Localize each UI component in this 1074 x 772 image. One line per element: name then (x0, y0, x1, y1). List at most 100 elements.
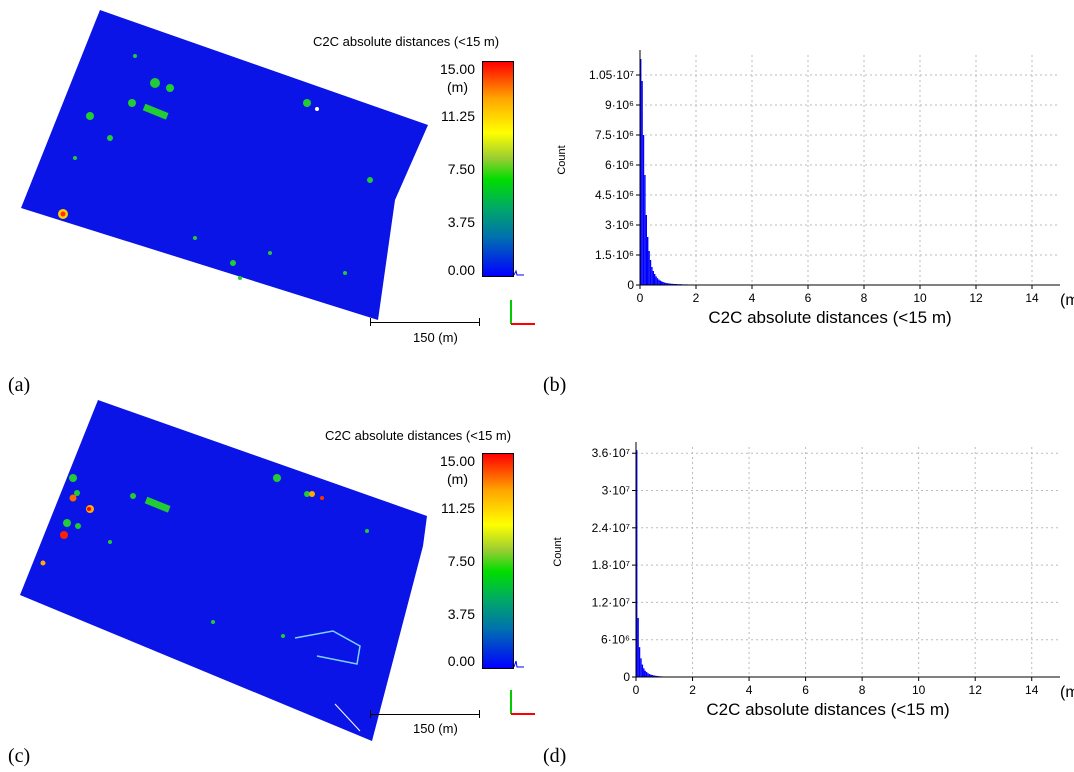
axis-gizmo-c (510, 690, 535, 715)
y-tick-label: 0 (627, 278, 634, 292)
x-tick-label: 2 (689, 683, 696, 697)
histogram-d: 0 2 4 6 8 10 12 14 0 6·10⁶ 1.2·10⁷ 1.8·10⁷ 2.4·10⁷ 3·… (552, 442, 1074, 719)
histogram-bar (652, 675, 655, 677)
colorbar-unit-c: (m) (447, 471, 468, 487)
colorbar-tick-c-3: 3.75 (447, 606, 475, 622)
histogram-bar (654, 675, 656, 677)
x-tick-label: 10 (912, 683, 926, 697)
histogram-bar (645, 215, 647, 285)
histogram-bar (656, 278, 659, 285)
x-axis-label: C2C absolute distances (<15 m) (706, 700, 949, 719)
histogram-bar (651, 267, 653, 285)
histogram-bar (647, 673, 649, 677)
histogram-bar (666, 283, 669, 285)
histogram-bar (642, 135, 645, 285)
colorbar-histogram-a (514, 269, 524, 276)
cloud-green-spots (63, 474, 369, 638)
colorbar-tick-a-2: 7.50 (447, 161, 475, 177)
colorbar-c (482, 453, 514, 669)
y-tick-label: 2.4·10⁷ (592, 521, 630, 535)
histogram-bar (636, 450, 638, 677)
x-tick-label: 12 (969, 683, 983, 697)
x-tick-label: 10 (913, 291, 927, 305)
panel-label-c: (c) (8, 745, 31, 767)
x-tick-label: 12 (969, 291, 983, 305)
histogram-bar (651, 675, 653, 677)
y-tick-label: 6·10⁶ (601, 633, 630, 647)
histogram-bar (638, 647, 641, 677)
histogram-bar (670, 283, 674, 285)
cloud-hotspot (69, 494, 77, 502)
histogram-bar (640, 658, 642, 677)
colorbar-histogram-c (514, 660, 524, 668)
histogram-bar (659, 280, 661, 285)
histogram-bar (647, 237, 649, 285)
histogram-bar (637, 617, 639, 677)
y-tick-label: 1.05·10⁷ (589, 68, 634, 82)
histogram-bar (641, 664, 644, 677)
histogram-b: 0 2 4 6 8 10 12 14 0 1.5·10⁶ 3·10⁶ 4.5·10⁶ 6·10⁶ 7.5·… (556, 50, 1074, 327)
x-tick-label: 4 (749, 291, 756, 305)
colorbar-title-c: C2C absolute distances (<15 m) (325, 428, 512, 443)
x-tick-label: 4 (746, 683, 753, 697)
y-tick-label: 3·10⁷ (602, 484, 630, 498)
x-axis-label: C2C absolute distances (<15 m) (708, 308, 951, 327)
panel-label-b: (b) (543, 374, 567, 396)
colorbar-a (482, 61, 514, 277)
scale-label-a: 150 (m) (413, 330, 458, 345)
histogram-bar (663, 282, 666, 285)
y-tick-label: 4.5·10⁶ (595, 188, 634, 202)
y-tick-label: 9·10⁶ (605, 98, 634, 112)
panel-label-a: (a) (8, 374, 31, 396)
point-cloud-shape (21, 10, 428, 320)
colorbar-tick-c-0: 15.00 (439, 453, 475, 469)
point-cloud-shape (20, 400, 427, 741)
histogram-bar (652, 271, 654, 285)
axis-gizmo-a (510, 300, 535, 325)
y-axis-label: Count (552, 537, 564, 566)
scale-bar-c (370, 714, 480, 715)
histogram-bar (661, 281, 663, 285)
histogram-bar (645, 672, 648, 677)
x-tick-label: 8 (861, 291, 868, 305)
x-tick-label: 0 (633, 683, 640, 697)
y-tick-label: 6·10⁶ (605, 158, 634, 172)
colorbar-title-a: C2C absolute distances (<15 m) (313, 34, 500, 49)
x-tick-label: 14 (1025, 683, 1039, 697)
histogram-bar (644, 670, 646, 677)
x-tick-label: 0 (637, 291, 644, 305)
panel-label-d: (d) (543, 745, 567, 767)
point-cloud-map-c (20, 400, 427, 741)
histogram-bar (648, 251, 650, 285)
histogram-bar (640, 59, 642, 285)
x-axis-unit: (m) (1060, 292, 1074, 309)
x-tick-label: 6 (805, 291, 812, 305)
histogram-bar (654, 274, 656, 285)
scale-label-c: 150 (m) (413, 721, 458, 736)
histogram-bar (662, 282, 664, 285)
cloud-path-outline (294, 630, 361, 665)
x-axis-unit: (m) (1060, 684, 1074, 701)
colorbar-tick-a-3: 3.75 (447, 214, 475, 230)
y-tick-label: 1.5·10⁶ (595, 248, 634, 262)
x-tick-label: 14 (1025, 291, 1039, 305)
y-tick-label: 3.6·10⁷ (592, 446, 630, 460)
histogram-bar (655, 675, 658, 677)
colorbar-tick-c-4: 0.00 (447, 653, 475, 669)
histogram-bar (655, 276, 657, 285)
colorbar-tick-a-1: 11.25 (441, 108, 475, 124)
histogram-bar (643, 668, 645, 677)
cloud-green-spots (73, 54, 373, 280)
histogram-bar (665, 282, 667, 285)
histogram-bar (649, 260, 652, 285)
x-tick-label: 2 (693, 291, 700, 305)
histogram-bar (644, 175, 646, 285)
colorbar-tick-a-4: 0.00 (447, 262, 475, 278)
y-axis-label: Count (556, 145, 568, 174)
y-tick-label: 1.8·10⁷ (592, 558, 630, 572)
histogram-bar (668, 283, 671, 285)
histogram-bar (658, 279, 660, 285)
scale-bar-a (370, 322, 480, 323)
colorbar-tick-c-1: 11.25 (441, 500, 475, 516)
histogram-bar (648, 674, 651, 677)
